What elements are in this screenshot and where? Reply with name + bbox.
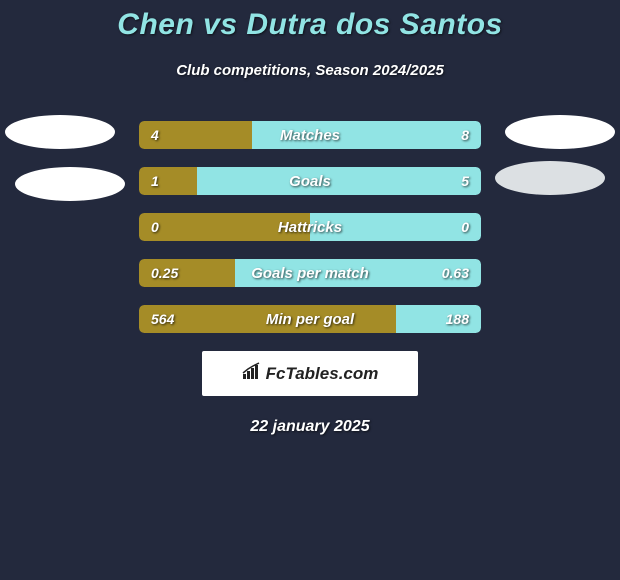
bar-right-segment [310,213,481,241]
page-title: Chen vs Dutra dos Santos [0,8,620,42]
bar-right-value: 8 [461,121,469,149]
stat-bar-row: 15Goals [139,167,481,195]
bar-right-value: 5 [461,167,469,195]
stat-bar-row: 0.250.63Goals per match [139,259,481,287]
bar-left-segment [139,305,396,333]
bar-left-segment [139,213,310,241]
bar-left-segment [139,167,197,195]
stat-bar-row: 564188Min per goal [139,305,481,333]
bar-left-value: 564 [151,305,174,333]
stats-area: 48Matches15Goals00Hattricks0.250.63Goals… [0,121,620,333]
date-text: 22 january 2025 [0,418,620,436]
bar-left-value: 1 [151,167,159,195]
bar-left-value: 4 [151,121,159,149]
stat-bar-row: 48Matches [139,121,481,149]
bar-left-value: 0 [151,213,159,241]
brand-text: FcTables.com [242,362,379,385]
bar-right-segment [197,167,481,195]
player-right-avatar-2 [495,161,605,195]
chart-icon [242,362,262,385]
brand-box: FcTables.com [202,351,418,396]
stat-bar-row: 00Hattricks [139,213,481,241]
player-left-avatar-1 [5,115,115,149]
brand-label: FcTables.com [266,364,379,384]
player-left-avatar-2 [15,167,125,201]
bar-right-value: 0.63 [442,259,469,287]
bars-holder: 48Matches15Goals00Hattricks0.250.63Goals… [0,121,620,333]
comparison-infographic: Chen vs Dutra dos Santos Club competitio… [0,0,620,436]
bar-right-value: 0 [461,213,469,241]
bar-right-segment [252,121,481,149]
bar-left-value: 0.25 [151,259,178,287]
player-right-avatar-1 [505,115,615,149]
subtitle: Club competitions, Season 2024/2025 [0,62,620,79]
bar-right-value: 188 [446,305,469,333]
